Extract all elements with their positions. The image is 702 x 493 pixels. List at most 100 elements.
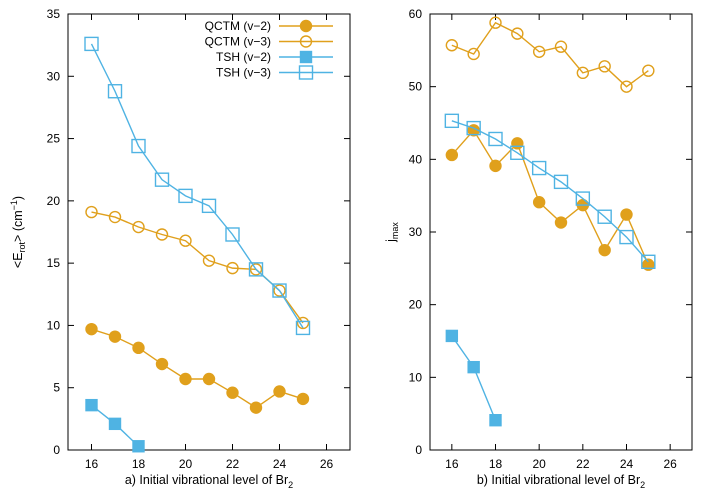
ticks-a: 16 18 20 22 24 26 0 5 10 15 20 25 30 35 xyxy=(47,7,350,471)
legend-label: TSH (v−2) xyxy=(216,50,271,64)
plot-frame-a xyxy=(67,13,351,451)
y-tick-label-a: 10 xyxy=(47,318,61,332)
y-tick-label-b: 10 xyxy=(409,370,423,384)
data-point-a-3 xyxy=(154,172,170,187)
legend-marker xyxy=(298,65,314,80)
data-point-a-3 xyxy=(248,262,264,277)
panel-b: 16 18 20 22 24 26 0 10 20 30 40 50 60 b) Initial vib… xyxy=(384,7,693,490)
data-point-a-1 xyxy=(202,254,216,267)
data-point-a-1 xyxy=(273,284,286,297)
x-tick-label-b: 22 xyxy=(576,457,590,471)
x-tick-label-a: 16 xyxy=(85,457,99,471)
data-point-a-0 xyxy=(202,372,216,386)
data-point-b-1 xyxy=(576,66,590,80)
series-line-b-0 xyxy=(451,129,649,265)
data-point-a-2 xyxy=(108,417,122,431)
data-point-b-3 xyxy=(488,131,503,147)
data-point-a-1 xyxy=(155,228,169,241)
data-point-a-1 xyxy=(226,261,239,275)
legend-marker xyxy=(299,19,313,33)
data-point-b-1 xyxy=(489,16,502,29)
data-point-a-0 xyxy=(108,330,122,343)
series-line-a-0 xyxy=(91,328,304,409)
y-tick-label-a: 35 xyxy=(47,7,61,21)
data-point-a-3 xyxy=(178,188,193,204)
data-point-b-2 xyxy=(467,360,480,374)
y-tick-label-b: 60 xyxy=(409,7,423,21)
data-point-a-0 xyxy=(132,341,145,355)
data-point-b-1 xyxy=(467,47,480,61)
legend: QCTM (v−2) QCTM (v−3)TSH (v−2) TSH (v−3) xyxy=(205,19,333,80)
data-point-a-3 xyxy=(295,320,311,336)
y-tick-label-a: 30 xyxy=(47,69,61,83)
y-tick-label-b: 40 xyxy=(409,152,423,166)
series-a xyxy=(84,36,311,453)
legend-marker xyxy=(299,50,313,64)
x-tick-label-a: 24 xyxy=(273,457,287,471)
ticks-b: 16 18 20 22 24 26 0 10 20 30 40 50 60 xyxy=(409,7,692,471)
data-point-b-1 xyxy=(620,80,633,93)
data-point-a-0 xyxy=(179,372,192,386)
series-line-a-3 xyxy=(90,43,304,329)
y-tick-label-b: 0 xyxy=(415,443,422,457)
data-point-b-3 xyxy=(619,229,634,245)
y-tick-label-b: 30 xyxy=(409,225,423,239)
data-point-a-3 xyxy=(131,138,146,154)
data-point-a-3 xyxy=(272,283,287,298)
data-point-b-0 xyxy=(489,159,502,173)
data-point-b-3 xyxy=(553,174,569,190)
data-point-b-1 xyxy=(445,39,459,52)
data-point-b-0 xyxy=(445,148,459,162)
data-point-a-1 xyxy=(249,263,263,276)
x-axis-label-b: b) Initial vibrational level of Br2 xyxy=(477,473,645,490)
plot-frame-b xyxy=(429,13,693,451)
data-point-a-1 xyxy=(179,234,192,247)
series-line-a-1 xyxy=(91,211,304,324)
data-point-b-0 xyxy=(532,196,546,209)
data-point-b-3 xyxy=(444,113,460,129)
data-point-a-1 xyxy=(296,316,310,330)
data-point-b-3 xyxy=(575,191,591,206)
data-point-a-0 xyxy=(249,401,263,414)
data-point-b-1 xyxy=(598,60,611,73)
data-point-b-0 xyxy=(554,216,568,229)
x-tick-label-b: 24 xyxy=(620,457,634,471)
x-tick-label-a: 26 xyxy=(320,457,334,471)
data-point-b-1 xyxy=(532,45,546,58)
data-point-a-0 xyxy=(85,322,98,336)
data-point-a-3 xyxy=(225,227,240,242)
data-point-b-2 xyxy=(489,414,502,427)
data-point-a-0 xyxy=(296,392,310,406)
data-point-a-3 xyxy=(84,36,99,52)
data-point-a-2 xyxy=(132,440,145,453)
data-point-b-2 xyxy=(445,329,459,343)
y-axis-label-b: jmax xyxy=(384,222,400,243)
data-point-b-1 xyxy=(642,64,655,77)
data-point-a-0 xyxy=(226,386,239,399)
panel-a: 16 18 20 22 24 26 0 5 10 15 20 25 30 35 a) Initial vi… xyxy=(9,7,351,490)
x-tick-label-a: 22 xyxy=(226,457,240,471)
data-point-b-3 xyxy=(597,209,612,224)
x-tick-label-b: 18 xyxy=(489,457,503,471)
y-tick-label-a: 15 xyxy=(47,256,61,270)
y-tick-label-b: 20 xyxy=(409,298,423,312)
data-point-b-0 xyxy=(620,208,633,221)
series-line-b-2 xyxy=(451,335,497,421)
data-point-a-1 xyxy=(108,210,122,224)
legend-label: QCTM (v−3) xyxy=(205,35,271,49)
x-axis-label-a: a) Initial vibrational level of Br2 xyxy=(125,473,293,490)
y-tick-label-a: 20 xyxy=(47,194,61,208)
x-tick-label-a: 18 xyxy=(132,457,146,471)
data-point-a-2 xyxy=(85,398,98,412)
legend-label: TSH (v−3) xyxy=(216,66,271,80)
y-axis-label-a: <Erot> (cm−1) xyxy=(9,196,27,268)
y-tick-label-a: 25 xyxy=(47,132,61,146)
x-tick-label-b: 26 xyxy=(663,457,677,471)
series-line-b-3 xyxy=(451,120,649,263)
y-tick-label-b: 50 xyxy=(409,80,423,94)
data-point-b-0 xyxy=(642,258,655,271)
data-point-b-3 xyxy=(641,254,656,269)
data-point-a-0 xyxy=(273,385,286,398)
data-point-b-3 xyxy=(531,160,547,176)
